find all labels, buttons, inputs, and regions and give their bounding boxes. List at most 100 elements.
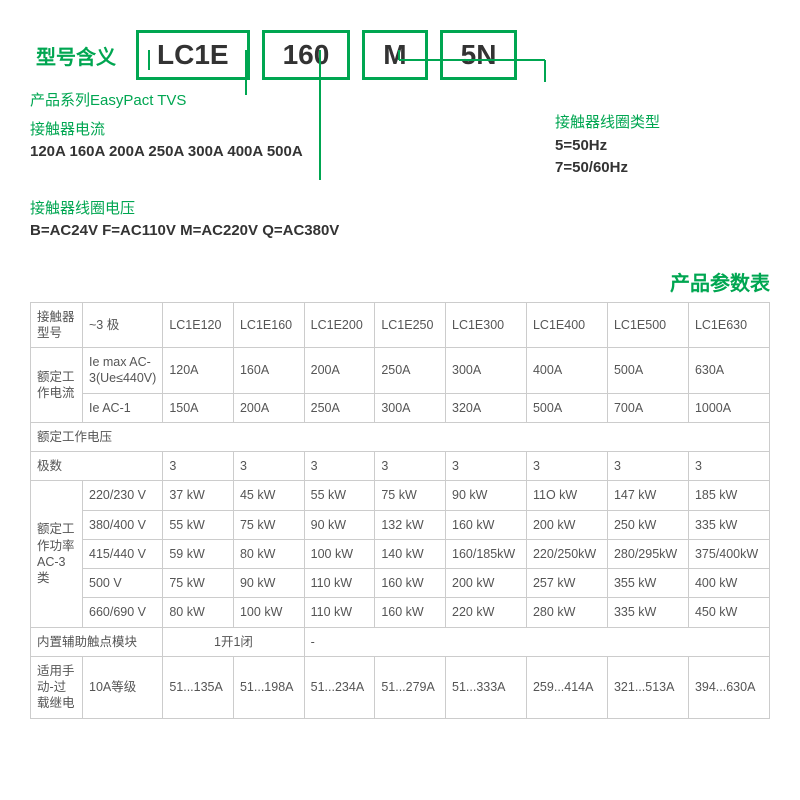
table-cell: 3 <box>163 452 234 481</box>
table-cell: LC1E120 <box>163 302 234 348</box>
table-cell: LC1E160 <box>233 302 304 348</box>
table-row: 额定工作功率AC-3类 220/230 V 37 kW 45 kW 55 kW … <box>31 481 770 510</box>
table-cell: 160A <box>233 348 304 394</box>
table-cell: 51...198A <box>233 656 304 718</box>
table-cell: 3 <box>304 452 375 481</box>
table-cell: 11O kW <box>526 481 607 510</box>
table-cell: 335 kW <box>688 510 769 539</box>
table-cell: 1000A <box>688 393 769 422</box>
table-cell: 160/185kW <box>446 539 527 568</box>
table-cell: 额定工作电压 <box>31 422 770 451</box>
table-cell: 320A <box>446 393 527 422</box>
table-cell: LC1E200 <box>304 302 375 348</box>
table-cell: 300A <box>375 393 446 422</box>
table-cell: 150A <box>163 393 234 422</box>
table-cell: Ie AC-1 <box>83 393 163 422</box>
desc-series: 产品系列EasyPact TVS <box>30 90 770 113</box>
table-cell: 500A <box>526 393 607 422</box>
table-cell: LC1E300 <box>446 302 527 348</box>
table-cell: 400A <box>526 348 607 394</box>
table-cell: 51...234A <box>304 656 375 718</box>
table-cell: 160 kW <box>375 569 446 598</box>
model-part-series: LC1E <box>136 30 250 80</box>
table-cell: 45 kW <box>233 481 304 510</box>
table-cell: 250A <box>375 348 446 394</box>
table-title: 产品参数表 <box>30 267 770 296</box>
table-cell: 90 kW <box>446 481 527 510</box>
table-cell: Ie max AC-3(Ue≤440V) <box>83 348 163 394</box>
table-cell: 接触器型号 <box>31 302 83 348</box>
table-cell: 适用手动-过载继电 <box>31 656 83 718</box>
table-cell: 200A <box>233 393 304 422</box>
table-cell: LC1E500 <box>607 302 688 348</box>
table-cell: 100 kW <box>233 598 304 627</box>
table-cell: 132 kW <box>375 510 446 539</box>
table-cell: 51...333A <box>446 656 527 718</box>
table-cell: 200 kW <box>446 569 527 598</box>
table-cell: 额定工作电流 <box>31 348 83 423</box>
table-row: 额定工作电压 <box>31 422 770 451</box>
table-cell: 1开1闭 <box>163 627 304 656</box>
table-cell: 59 kW <box>163 539 234 568</box>
table-cell: ~3 极 <box>83 302 163 348</box>
table-cell: 200 kW <box>526 510 607 539</box>
table-row: Ie AC-1 150A 200A 250A 300A 320A 500A 70… <box>31 393 770 422</box>
desc-coil-type: 接触器线圈类型 5=50Hz 7=50/60Hz <box>555 112 660 180</box>
table-row: 380/400 V 55 kW 75 kW 90 kW 132 kW 160 k… <box>31 510 770 539</box>
table-cell: 55 kW <box>163 510 234 539</box>
table-cell: 内置辅助触点模块 <box>31 627 163 656</box>
table-cell: 220/250kW <box>526 539 607 568</box>
table-cell: 200A <box>304 348 375 394</box>
table-cell: 160 kW <box>446 510 527 539</box>
table-cell: 51...135A <box>163 656 234 718</box>
model-part-voltage: M <box>362 30 427 80</box>
table-cell: 321...513A <box>607 656 688 718</box>
table-cell: 额定工作功率AC-3类 <box>31 481 83 627</box>
table-row: 额定工作电流 Ie max AC-3(Ue≤440V) 120A 160A 20… <box>31 348 770 394</box>
desc-coil-voltage: 接触器线圈电压 B=AC24V F=AC110V M=AC220V Q=AC38… <box>30 198 770 243</box>
table-row: 内置辅助触点模块 1开1闭 - <box>31 627 770 656</box>
table-cell: 极数 <box>31 452 163 481</box>
desc-coil-type-line2: 7=50/60Hz <box>555 157 660 180</box>
table-cell: 700A <box>607 393 688 422</box>
table-cell: 80 kW <box>163 598 234 627</box>
table-cell: 3 <box>233 452 304 481</box>
table-cell: 355 kW <box>607 569 688 598</box>
model-part-current: 160 <box>262 30 351 80</box>
desc-coil-type-title: 接触器线圈类型 <box>555 112 660 135</box>
table-cell: 280/295kW <box>607 539 688 568</box>
table-cell: 300A <box>446 348 527 394</box>
table-cell: 75 kW <box>163 569 234 598</box>
table-cell: 90 kW <box>233 569 304 598</box>
table-cell: 250 kW <box>607 510 688 539</box>
table-cell: 3 <box>526 452 607 481</box>
table-row: 660/690 V 80 kW 100 kW 110 kW 160 kW 220… <box>31 598 770 627</box>
table-cell: 3 <box>375 452 446 481</box>
table-cell: 500 V <box>83 569 163 598</box>
table-cell: 259...414A <box>526 656 607 718</box>
table-cell: 380/400 V <box>83 510 163 539</box>
table-cell: 3 <box>446 452 527 481</box>
table-cell: 450 kW <box>688 598 769 627</box>
model-part-coiltype: 5N <box>440 30 518 80</box>
table-cell: 55 kW <box>304 481 375 510</box>
table-cell: 110 kW <box>304 569 375 598</box>
table-cell: 3 <box>607 452 688 481</box>
table-cell: 140 kW <box>375 539 446 568</box>
table-cell: 220/230 V <box>83 481 163 510</box>
table-cell: 80 kW <box>233 539 304 568</box>
table-cell: 90 kW <box>304 510 375 539</box>
table-row: 500 V 75 kW 90 kW 110 kW 160 kW 200 kW 2… <box>31 569 770 598</box>
table-cell: 120A <box>163 348 234 394</box>
table-cell: 100 kW <box>304 539 375 568</box>
table-row: 极数 3 3 3 3 3 3 3 3 <box>31 452 770 481</box>
desc-coil-voltage-text: B=AC24V F=AC110V M=AC220V Q=AC380V <box>30 220 770 243</box>
params-table: 接触器型号 ~3 极 LC1E120 LC1E160 LC1E200 LC1E2… <box>30 302 770 719</box>
table-cell: 220 kW <box>446 598 527 627</box>
table-cell: 3 <box>688 452 769 481</box>
table-cell: LC1E630 <box>688 302 769 348</box>
table-cell: 257 kW <box>526 569 607 598</box>
table-cell: 110 kW <box>304 598 375 627</box>
table-cell: 185 kW <box>688 481 769 510</box>
table-cell: 51...279A <box>375 656 446 718</box>
